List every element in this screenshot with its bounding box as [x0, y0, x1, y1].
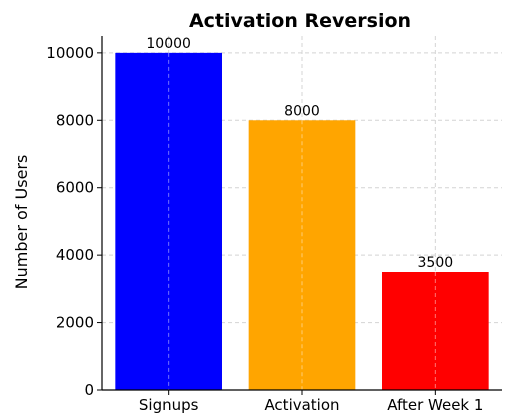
data-label: 8000 [284, 103, 320, 119]
y-axis-label: Number of Users [12, 155, 31, 290]
x-tick-label: Activation [264, 396, 339, 414]
data-label: 3500 [418, 255, 454, 271]
chart-title: Activation Reversion [189, 10, 411, 32]
axes [97, 36, 502, 395]
y-tick-label: 10000 [46, 44, 94, 62]
x-tick-label: After Week 1 [387, 396, 483, 414]
bar-1 [115, 52, 222, 390]
bar-3 [382, 272, 489, 390]
y-tick-label: 4000 [56, 246, 94, 264]
tick-labels: 0 2000 4000 6000 8000 10000 Signups Activation A… [46, 44, 483, 414]
data-labels: 10000 8000 3500 [146, 36, 453, 271]
bars [115, 52, 489, 391]
x-tick-label: Signups [139, 396, 199, 414]
y-tick-label: 0 [84, 381, 94, 399]
data-label: 10000 [146, 36, 191, 52]
bar-2 [248, 120, 356, 391]
y-tick-label: 8000 [56, 111, 94, 129]
y-tick-label: 6000 [56, 179, 94, 197]
y-tick-label: 2000 [56, 314, 94, 332]
